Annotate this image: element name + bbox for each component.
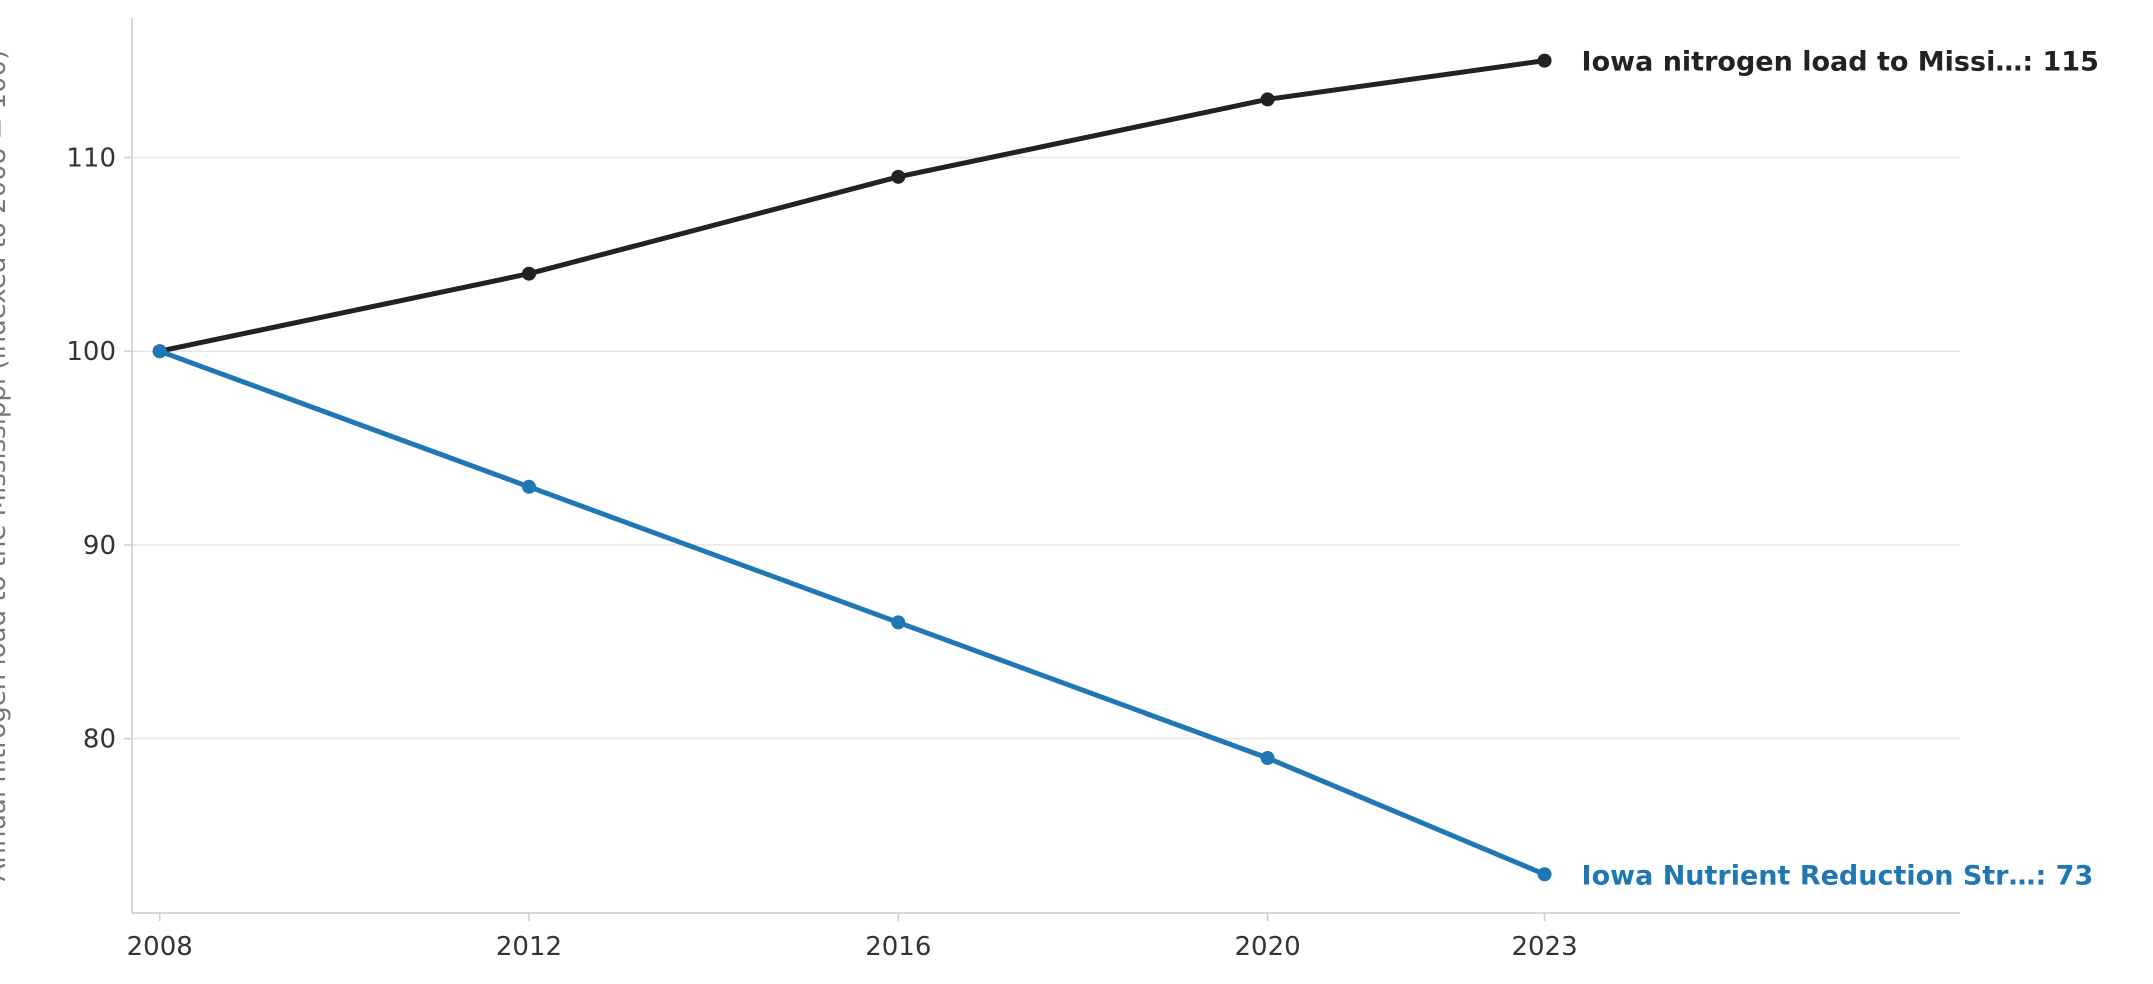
- series-layer: [152, 53, 1552, 882]
- x-tick-label: 2023: [1511, 932, 1577, 962]
- x-tick-label: 2016: [865, 932, 931, 962]
- x-tick-label: 2012: [496, 932, 562, 962]
- data-point: [1260, 751, 1275, 766]
- y-tick-label: 100: [66, 337, 116, 367]
- data-point: [152, 344, 167, 359]
- data-point: [521, 266, 536, 281]
- series-end-label: Iowa nitrogen load to Missi…: 115: [1582, 47, 2099, 78]
- labels-layer: Iowa nitrogen load to Missi…: 115 Iowa Nu…: [1582, 47, 2099, 892]
- data-point: [1537, 53, 1552, 68]
- data-point: [891, 169, 906, 184]
- data-point: [1260, 92, 1275, 107]
- x-tick-label: 2008: [127, 932, 193, 962]
- y-axis-title: Annual nitrogen load to the Mississippi …: [0, 50, 12, 882]
- x-tick-label: 2020: [1234, 932, 1300, 962]
- y-tick-label: 110: [66, 143, 116, 173]
- y-tick-label: 80: [83, 725, 116, 755]
- series-end-label: Iowa Nutrient Reduction Str…: 73: [1582, 860, 2094, 891]
- data-point: [521, 479, 536, 494]
- axes: 80 90 100 110 2008 2012 2016 2020 2023: [66, 18, 1960, 962]
- series-line-0: [157, 58, 1548, 354]
- data-point: [1537, 867, 1552, 882]
- series-line-1: [157, 348, 1548, 877]
- y-tick-label: 90: [83, 531, 116, 561]
- gridlines: [132, 156, 1960, 740]
- data-point: [891, 615, 906, 630]
